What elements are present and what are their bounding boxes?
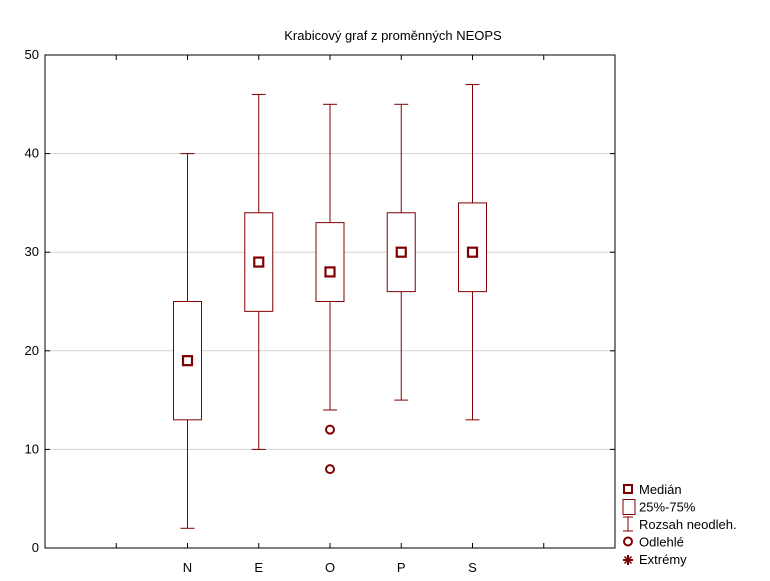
legend-label: Rozsah neodleh. [639,517,737,532]
iqr-box [244,212,274,312]
star-stroke [623,555,633,565]
median-square-icon [623,484,633,494]
x-tick-label: E [254,560,263,575]
median-marker [181,355,194,367]
outlier-point [325,464,335,475]
iqr-box [173,301,202,421]
box-P [386,103,416,401]
legend-label: Extrémy [639,552,687,567]
x-tick-label: S [468,560,477,575]
outlier-point [325,424,335,435]
chart-title: Krabicový graf z proměnných NEOPS [284,28,502,43]
median-marker [253,256,265,268]
box-rect-icon [622,499,636,515]
box-E [244,93,274,450]
median-marker [324,266,336,278]
median-marker [395,246,407,258]
iqr-box [386,212,416,293]
plot-frame [44,54,616,549]
box-S [458,84,487,421]
legend-label: Odlehlé [639,535,684,550]
box-N [173,153,202,529]
box-rect-shape [622,499,636,515]
iqr-box [315,222,345,302]
extreme-star-icon [623,555,633,565]
y-tick-label: 50 [25,47,39,62]
y-tick-label: 30 [25,244,39,259]
outlier-circle-icon [623,536,633,547]
y-tick-label: 40 [25,146,39,161]
whisker-icon [623,516,633,532]
y-tick-label: 0 [32,540,39,555]
legend-label: Medián [639,482,682,497]
median-marker [466,246,479,258]
y-tick-label: 10 [25,441,39,456]
box-O [315,103,345,475]
y-tick-label: 20 [25,343,39,358]
boxes-layer [173,84,487,529]
legend-label: 25%-75% [639,500,696,515]
legend: Medián 25%-75% Rozsah neodleh. Odlehlé Extré… [622,482,737,567]
x-tick-label: N [183,560,192,575]
x-tick-label: P [397,560,406,575]
outlier-circle-shape [623,536,633,547]
x-tick-label: O [325,560,335,575]
median-square-shape [623,484,633,494]
